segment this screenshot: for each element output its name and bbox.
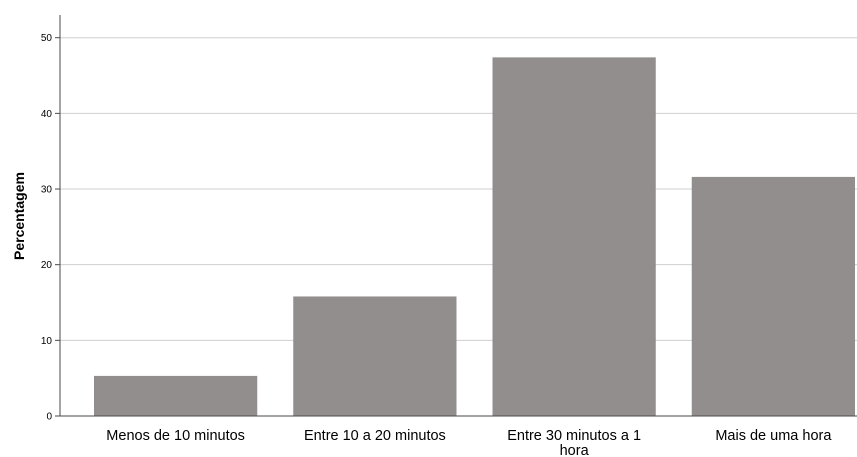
y-tick-label: 40 [41,109,53,120]
y-tick-label: 30 [41,185,53,196]
y-axis-title: Percentagem [11,172,27,260]
axes [59,15,857,417]
x-tick-labels: Menos de 10 minutos Entre 10 a 20 minutos… [106,428,832,457]
x-tick-label: Menos de 10 minutos [106,428,245,444]
bar [94,375,258,416]
x-tick-label: Entre 10 a 20 minutos [304,428,446,444]
bars [94,57,855,416]
y-tick-label: 0 [46,412,52,423]
x-tick-label: Mais de uma hora [715,428,832,444]
x-tick-label: hora [560,443,590,457]
bar [293,296,457,416]
y-tick-label: 50 [41,33,53,44]
bar [492,57,656,416]
y-tick-labels: 0 10 20 30 40 50 [41,33,53,422]
x-tick-label: Entre 30 minutos a 1 [507,428,641,444]
y-tick-label: 20 [41,260,53,271]
y-tick-label: 10 [41,336,53,347]
bar [691,176,855,416]
